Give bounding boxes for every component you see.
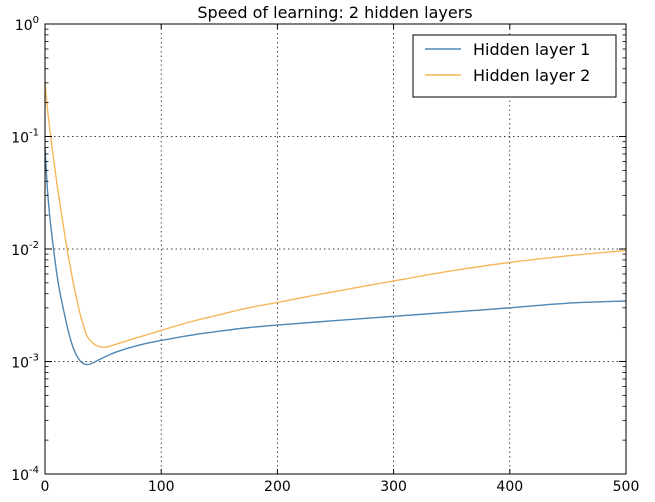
y-tick-exponent: -2 bbox=[29, 240, 39, 251]
legend-box bbox=[412, 34, 617, 98]
y-tick-exponent: -1 bbox=[29, 128, 39, 139]
x-tick-label: 200 bbox=[264, 479, 291, 495]
y-tick-exponent: 0 bbox=[33, 15, 39, 26]
x-tick-label: 100 bbox=[148, 479, 175, 495]
series-line-1 bbox=[44, 147, 627, 366]
x-tick-label: 400 bbox=[496, 479, 523, 495]
y-tick-exponent: -4 bbox=[29, 465, 39, 476]
gridlines bbox=[45, 24, 626, 474]
x-tick-label: 300 bbox=[380, 479, 407, 495]
series-line-2 bbox=[44, 82, 627, 348]
series-lines bbox=[44, 82, 627, 366]
legend-label-1: Hidden layer 1 bbox=[473, 40, 590, 59]
legend-label-2: Hidden layer 2 bbox=[473, 66, 590, 85]
x-tick-label: 0 bbox=[41, 479, 50, 495]
x-tick-label: 500 bbox=[613, 479, 640, 495]
legend: Hidden layer 1 Hidden layer 2 bbox=[412, 34, 617, 98]
chart-title: Speed of learning: 2 hidden layers bbox=[197, 3, 472, 22]
y-tick-exponent: -3 bbox=[29, 353, 39, 364]
